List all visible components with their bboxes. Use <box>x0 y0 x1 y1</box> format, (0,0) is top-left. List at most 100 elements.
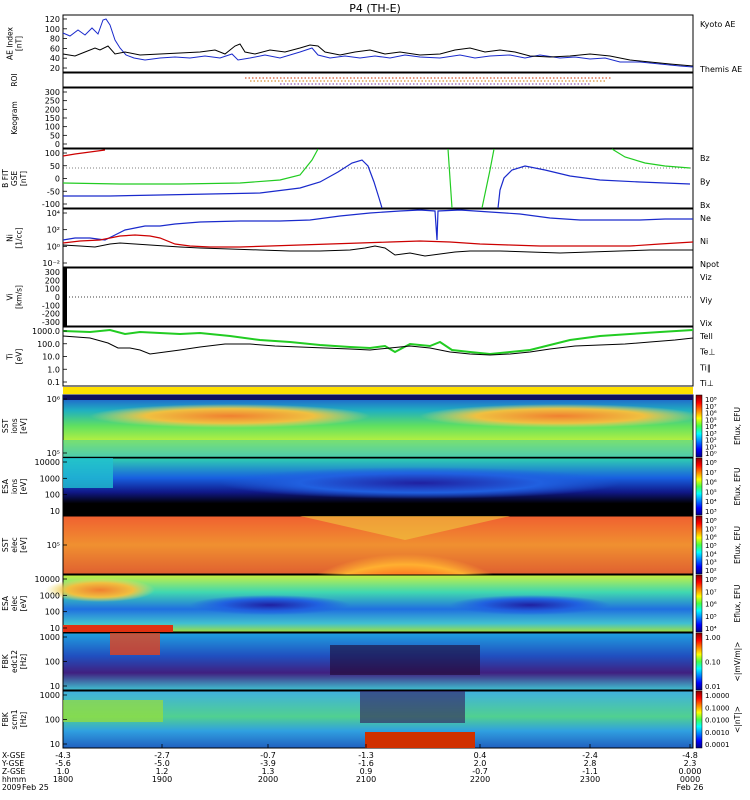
bfit-frame <box>62 148 694 209</box>
legend-density-1: Ni <box>700 237 708 246</box>
legend-bfit-1: By <box>700 178 710 187</box>
cbar-tick-sst_ion-3: 10⁵ <box>705 416 717 424</box>
ytick-velocity-2: 100 <box>45 285 60 294</box>
by-line <box>62 148 691 209</box>
cbar-tick-sst_ion-7: 10¹ <box>705 443 717 451</box>
xcol-4-z: -0.7 <box>472 767 488 776</box>
xcol-1-y: -5.0 <box>154 759 170 768</box>
legend-velocity-1: Viy <box>700 296 713 305</box>
cbar-tick-esa_ion-5: 10³ <box>705 508 717 516</box>
xcol-3-t: 2100 <box>356 775 376 784</box>
esa-elec-blue-right <box>450 595 610 615</box>
tell-line <box>62 335 694 356</box>
xcol-6-x: -4.8 <box>682 751 698 760</box>
cbar-tick-esa_elec-0: 10⁸ <box>705 576 717 584</box>
ylabel-density-1: [1/cc] <box>15 227 24 248</box>
fbk-edc-dark-band <box>330 645 480 675</box>
cbar-tick-fbk_scm-1: 0.1000 <box>705 704 730 712</box>
cbar-esa-ion <box>695 457 703 516</box>
ytick-esa_ion-2: 100 <box>45 491 60 500</box>
legend-ae-0: Kyoto AE <box>700 20 735 29</box>
cbar-label-fbk_edc: <|mV/m|> <box>733 642 742 682</box>
ytick-temperature-2: 10.0 <box>42 353 60 362</box>
ylabel-bfit-0: B FIT <box>1 169 10 188</box>
xcol-0-x: -4.3 <box>55 751 71 760</box>
ytick-velocity-1: 200 <box>45 276 60 285</box>
ytick-esa_elec-1: 1000 <box>40 591 60 600</box>
ylabel-fbk_scm-1: scm1 <box>10 709 19 729</box>
kyoto-ae-line <box>62 18 694 68</box>
tipar-line <box>62 328 694 356</box>
ylabel-fbk_edc-1: edc12 <box>10 650 19 673</box>
xcol-2-y: -3.9 <box>260 759 276 768</box>
sst-ion-lowband <box>63 440 693 457</box>
cbar-tick-fbk_scm-2: 0.0100 <box>705 717 730 725</box>
esa-elec-low-red <box>63 625 173 632</box>
sst-ion-hot-right <box>420 404 700 428</box>
ytick-bfit-1: 50 <box>50 162 60 171</box>
legend-temperature-3: Ti⊥ <box>699 379 714 388</box>
ylabel-ae-0: AE Index <box>6 26 15 59</box>
legend-bfit-0: Bz <box>700 154 710 163</box>
ytick-velocity-5: -200 <box>42 310 60 319</box>
xrow-label-4: 2009 <box>2 783 21 792</box>
ylabel-velocity-1: [km/s] <box>15 285 24 309</box>
fbk-edc-burst <box>110 633 160 655</box>
ytick-ae-1: 100 <box>45 25 60 34</box>
ytick-ae-2: 80 <box>50 35 60 44</box>
legend-temperature-1: Te⊥ <box>699 348 715 357</box>
ae-panel <box>62 14 694 73</box>
xrow-label-3: hhmm <box>2 775 26 784</box>
ylabel-sst_ion-0: SST <box>1 419 10 434</box>
ylabel-sst_elec-1: elec <box>10 537 19 552</box>
ytick-fbk_scm-1: 100 <box>45 716 60 725</box>
xcol-5-z: -1.1 <box>582 767 598 776</box>
ytick-sst_ion-1: 10⁵ <box>47 449 60 458</box>
ytick-ae-0: 120 <box>45 15 60 24</box>
ylabel-sst_elec-2: [eV] <box>19 537 28 553</box>
ylabel-bfit-2: [nT] <box>19 171 28 186</box>
cbar-label-esa_ion: Eflux, EFU <box>733 468 742 506</box>
ytick-velocity-3: 0 <box>55 293 60 302</box>
ylabel-temperature-0: Ti <box>6 353 15 360</box>
ylabel-roi-0: ROI <box>10 73 19 86</box>
ytick-temperature-3: 1.0 <box>47 365 60 374</box>
fbk-scm-green-patch <box>63 700 163 722</box>
cbar-tick-esa_ion-0: 10⁸ <box>705 459 717 467</box>
ytick-keogram-6: 0 <box>55 140 60 149</box>
npot-line <box>62 209 693 241</box>
cbar-tick-sst_elec-5: 10³ <box>705 559 717 567</box>
bz-line <box>62 149 106 157</box>
velocity-panel <box>62 267 694 327</box>
cbar-tick-sst_ion-1: 10⁷ <box>705 403 717 411</box>
figure-title: P4 (TH-E) <box>349 2 401 15</box>
ytick-sst_elec-0: 10⁵ <box>47 541 60 550</box>
xcol-3-z: 0.9 <box>360 767 373 776</box>
ytick-keogram-2: 200 <box>45 105 60 114</box>
ytick-ae-3: 60 <box>50 44 60 53</box>
xcol-3-y: -1.6 <box>358 759 374 768</box>
cbar-tick-fbk_scm-3: 0.0010 <box>705 729 730 737</box>
fbk-scm-red-base <box>365 732 475 748</box>
fbk-scm-panel <box>62 690 694 749</box>
ytick-velocity-0: 300 <box>45 268 60 277</box>
cbar-tick-sst_ion-5: 10³ <box>705 430 717 438</box>
ylabel-density-0: Ni <box>6 234 15 242</box>
fbk-edc-panel <box>62 632 694 691</box>
orbit-indicator-strip <box>63 387 693 394</box>
temperature-panel <box>62 326 694 387</box>
ytick-esa_ion-3: 10 <box>50 507 60 516</box>
xcol-6-t: 0000 <box>680 775 700 784</box>
cbar-tick-esa_elec-2: 10⁶ <box>705 601 717 609</box>
ytick-fbk_scm-0: 1000 <box>40 691 60 700</box>
cbar-tick-sst_ion-8: 10⁰ <box>705 450 717 458</box>
ytick-fbk_edc-2: 10 <box>50 682 60 691</box>
ylabel-keogram-0: Keogram <box>10 101 19 135</box>
legend-velocity-0: Viz <box>700 273 712 282</box>
xrow-label-1: Y-GSE <box>1 759 24 768</box>
ytick-fbk_edc-1: 100 <box>45 658 60 667</box>
ytick-keogram-5: 50 <box>50 131 60 140</box>
ytick-keogram-0: 300 <box>45 88 60 97</box>
xcol-0-t: 1800 <box>53 775 73 784</box>
ytick-bfit-4: -100 <box>42 200 60 209</box>
